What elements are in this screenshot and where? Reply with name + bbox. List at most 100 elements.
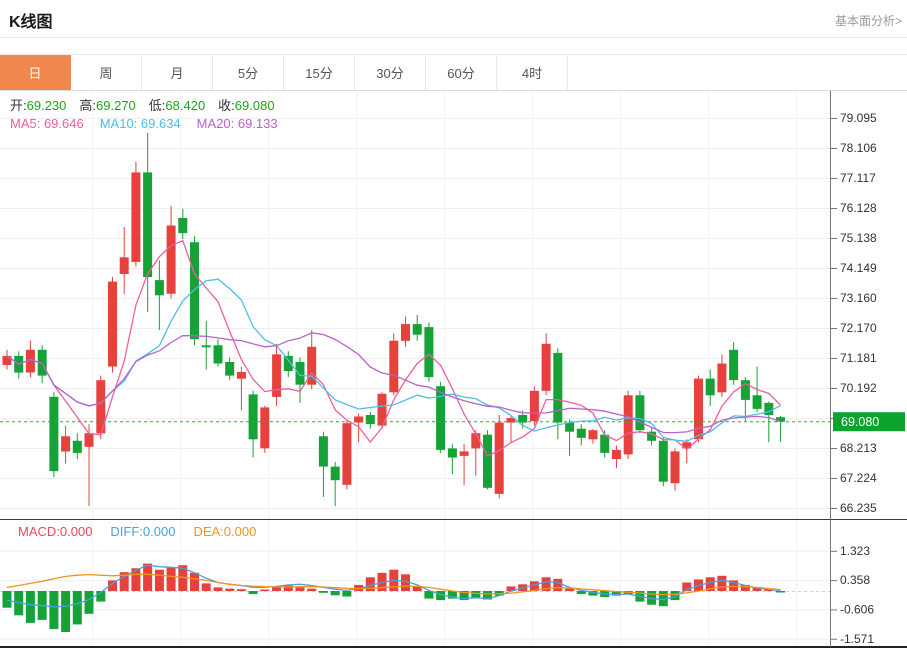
ma5-line [6, 239, 781, 457]
price-axis-label: 78.106 [840, 141, 877, 155]
macd-bar [166, 567, 176, 591]
candle-body [635, 395, 645, 431]
macd-bar [236, 589, 246, 591]
macd-bar [318, 591, 328, 593]
candle-body [143, 172, 153, 277]
macd-bar [108, 580, 117, 591]
tab-60min[interactable]: 60分 [426, 55, 497, 90]
current-price-badge-label: 69.080 [841, 415, 879, 429]
ohlc-legend: 开:69.230 高:69.270 低:68.420 收:69.080 [10, 98, 288, 113]
tab-4hour[interactable]: 4时 [497, 55, 568, 90]
macd-bar [283, 585, 293, 591]
candle-body [740, 380, 750, 400]
macd-bar [307, 588, 317, 591]
dea-line [6, 573, 781, 596]
macd-bar [740, 584, 750, 591]
ohlc-low-value: 68.420 [165, 98, 206, 113]
candle-body [670, 451, 680, 484]
candle-body [459, 451, 469, 456]
macd-bar [647, 591, 657, 605]
candle-body [682, 442, 692, 449]
macd-bar [541, 577, 551, 591]
price-axis-label: 72.170 [840, 321, 877, 335]
price-axis-label: 75.138 [840, 231, 877, 245]
candle-body [588, 430, 598, 440]
candle-body [166, 225, 176, 294]
fundamental-analysis-link[interactable]: 基本面分析> [834, 14, 902, 28]
tab-5min[interactable]: 5分 [213, 55, 284, 90]
candle-body [600, 434, 610, 453]
candle-body [131, 172, 141, 262]
candle-body [260, 407, 270, 449]
macd-bar [72, 591, 82, 625]
macd-bar [412, 586, 422, 591]
page-title: K线图 [9, 14, 53, 31]
period-tabbar: 日周月 5分 15分 30分 60分 4时 [0, 54, 907, 91]
macd-bar [143, 563, 153, 591]
macd-legend: MACD:0.000 [18, 524, 93, 539]
price-axis-label: 77.117 [840, 171, 876, 185]
macd-bar [96, 591, 106, 602]
tab-15min[interactable]: 15分 [284, 55, 355, 90]
macd-bar [553, 578, 563, 591]
candle-body [330, 466, 340, 481]
macd-bar [764, 589, 774, 591]
price-axis-label: 66.235 [840, 501, 877, 515]
candle-body [494, 422, 504, 494]
macd-bar [424, 591, 434, 599]
price-axis-label: 71.181 [840, 351, 877, 365]
candle-body [213, 345, 223, 364]
candle-body [72, 440, 82, 453]
macd-axis-label: 1.323 [840, 544, 870, 558]
macd-bar [611, 591, 621, 596]
candle-body [37, 349, 47, 376]
price-axis-label: 68.213 [840, 441, 877, 455]
tab-month[interactable]: 月 [142, 55, 213, 90]
candle-body [764, 402, 774, 415]
diff-legend: DIFF:0.000 [110, 524, 176, 539]
candle-body [272, 354, 282, 397]
candle-body [647, 431, 657, 441]
macd-bar [565, 588, 575, 591]
candle-body [611, 449, 621, 459]
candle-body [541, 343, 551, 391]
tab-30min[interactable]: 30分 [355, 55, 426, 90]
candle-body [201, 345, 211, 348]
macd-bar [776, 591, 785, 593]
candle-body [436, 386, 446, 450]
macd-bar [342, 591, 352, 597]
price-axis-label: 67.224 [840, 471, 877, 485]
macd-bar [483, 591, 492, 600]
macd-bar [752, 588, 762, 591]
tab-day[interactable]: 日 [0, 55, 71, 90]
ohlc-close-value: 69.080 [234, 98, 275, 113]
tab-week[interactable]: 周 [71, 55, 142, 90]
macd-bar [61, 591, 71, 632]
candle-body [576, 428, 586, 438]
candle-body [225, 362, 235, 376]
candle-body [236, 372, 246, 379]
macd-bar [682, 582, 692, 591]
candle-body [283, 355, 293, 372]
ma20-legend: MA20: 69.133 [196, 116, 278, 131]
candle-body [401, 324, 410, 341]
candle-body [25, 349, 35, 373]
candle-body [365, 415, 375, 425]
macd-bar [154, 569, 164, 591]
ma-legend: MA5: 69.646 MA10: 69.634 MA20: 69.133 [10, 116, 294, 131]
candle-body [553, 352, 563, 423]
macd-bar [201, 583, 211, 591]
candle-body [412, 324, 422, 335]
macd-bar [529, 581, 539, 591]
candle-body [717, 363, 727, 393]
candle-body [2, 355, 12, 365]
macd-bar [248, 591, 258, 594]
macd-bar [436, 591, 446, 601]
ohlc-high-value: 69.270 [96, 98, 136, 113]
candle-body [61, 436, 71, 452]
candle-body [318, 436, 328, 467]
macd-bar [330, 591, 340, 596]
macd-bar [365, 577, 375, 591]
ohlc-low-label: 低: [148, 98, 166, 113]
